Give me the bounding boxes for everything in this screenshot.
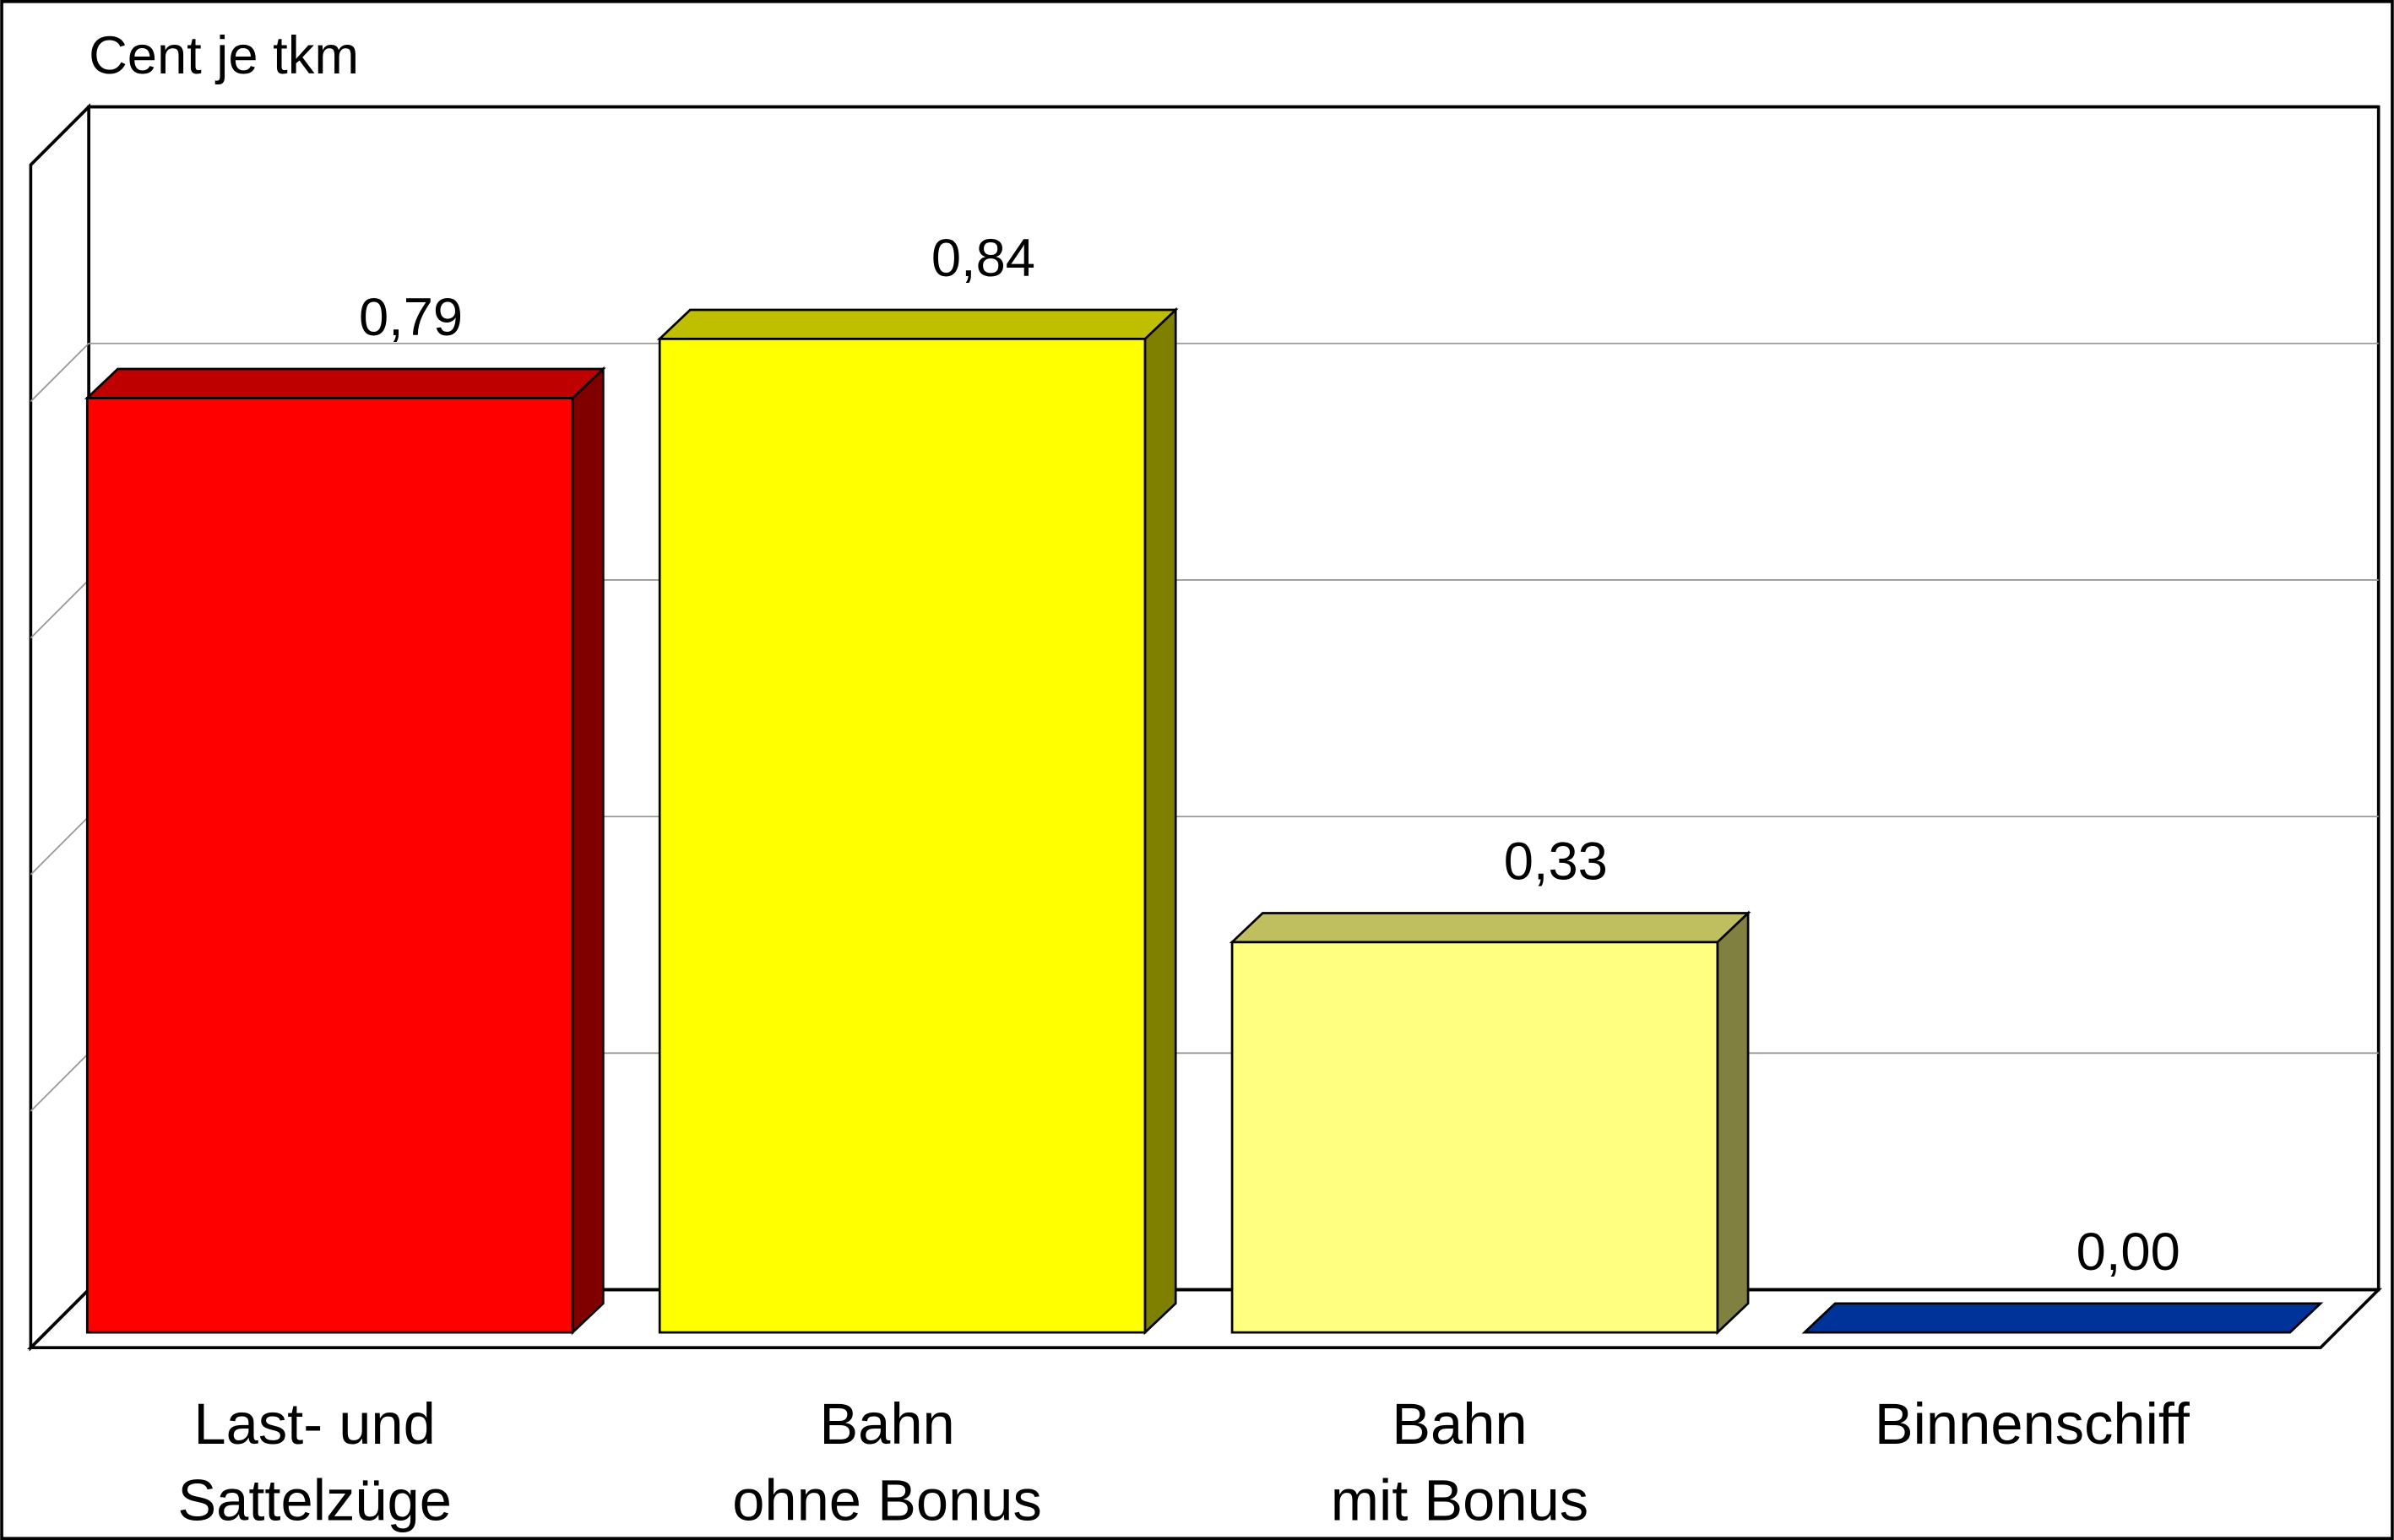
value-label: 0,33 [1504,832,1608,892]
bar-side [571,366,605,1336]
x-tick-label: Bahn [1392,1391,1527,1456]
x-tick-label: Binnenschiff [1875,1391,2190,1456]
value-label: 0,00 [2076,1223,2180,1282]
x-tick-label: Bahn [819,1391,954,1456]
bar [1230,941,1719,1334]
bar [85,397,574,1334]
bar [658,337,1147,1334]
bar-top [1801,1302,2324,1334]
x-tick-label: ohne Bonus [732,1467,1042,1532]
grid-line [30,342,2379,403]
bar-top [1229,912,1751,944]
x-tick-label: Last- und [193,1391,435,1456]
side-wall [29,103,90,1352]
value-label: 0,84 [931,229,1035,288]
x-tick-label: Sattelzüge [177,1467,452,1532]
grid-line [30,105,2379,166]
bar-side [1143,306,1177,1336]
y-axis-label: Cent je tkm [89,26,359,85]
value-label: 0,79 [359,288,463,347]
x-tick-label: mit Bonus [1331,1467,1588,1532]
bar-side [1716,910,1750,1336]
bar-top [84,367,606,399]
bar-top [656,308,1179,340]
